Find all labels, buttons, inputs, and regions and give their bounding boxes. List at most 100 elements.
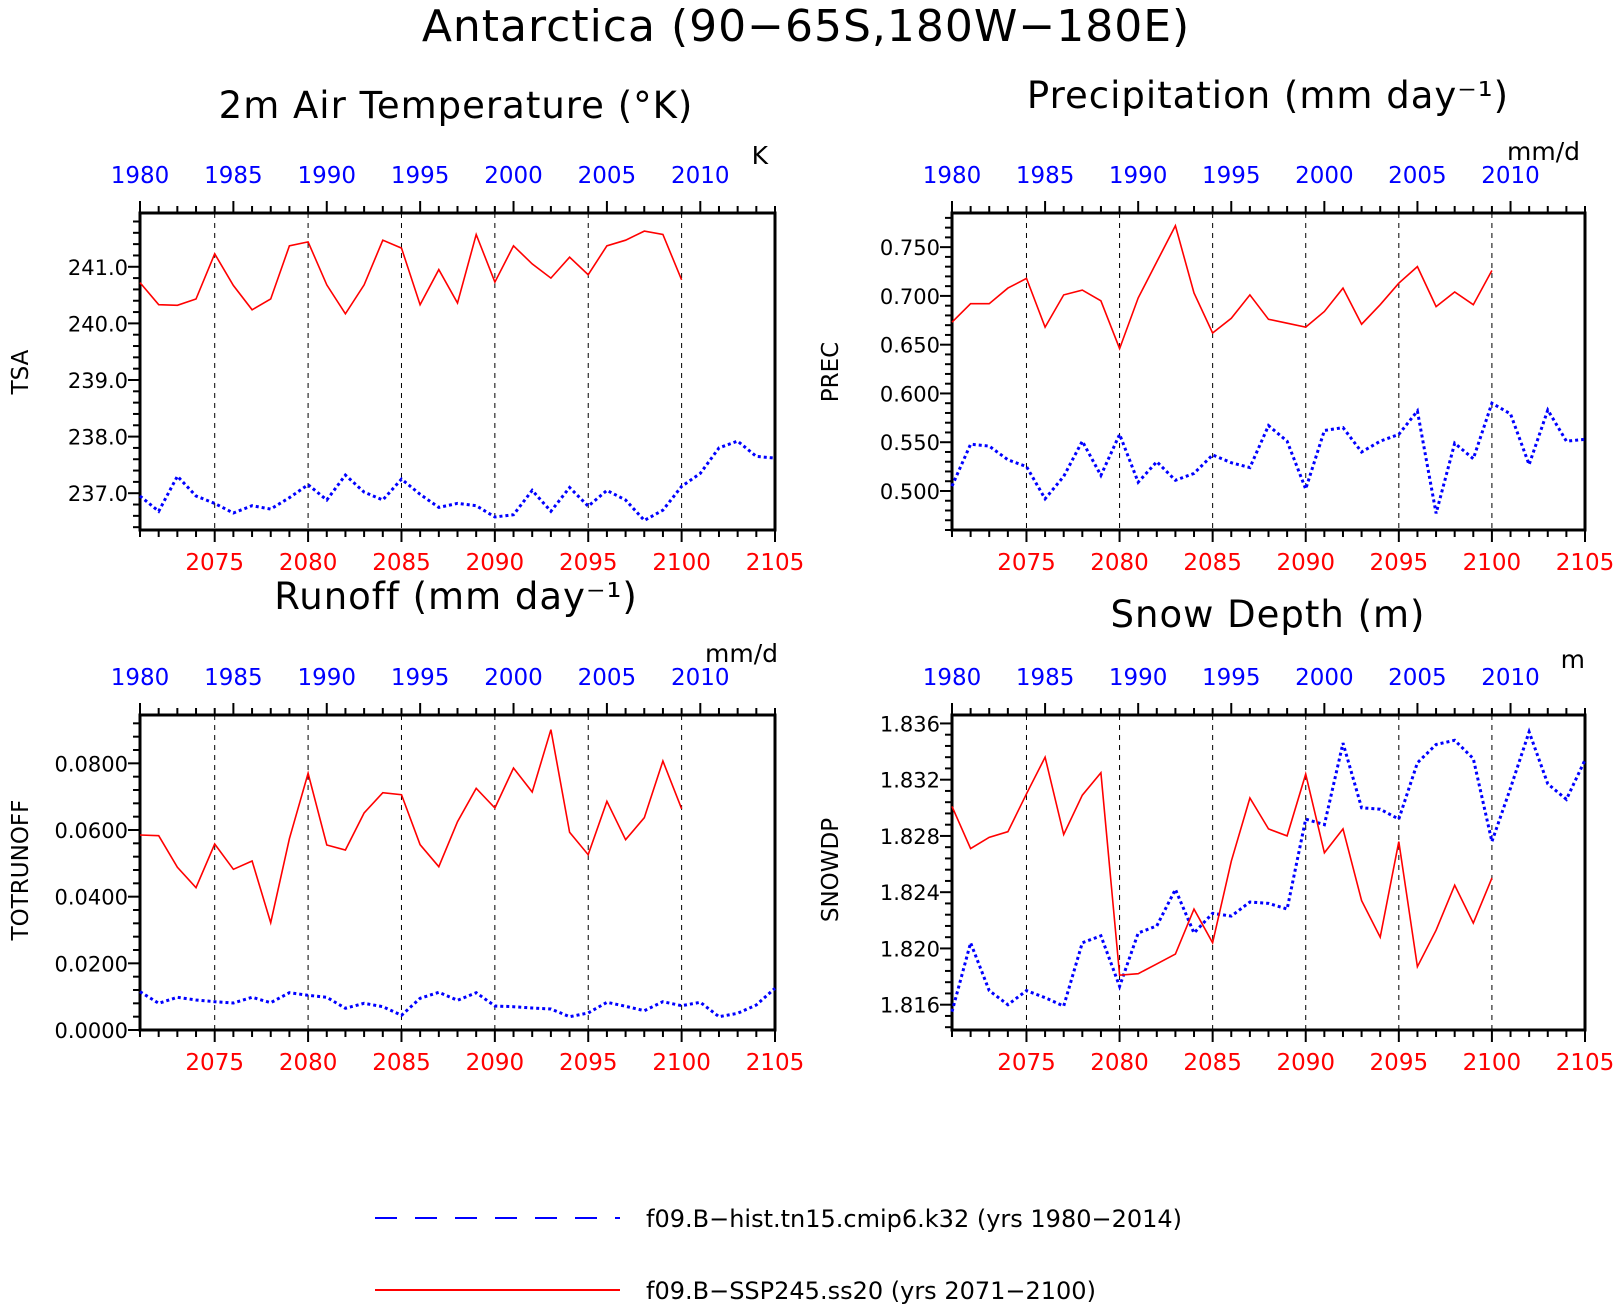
unit-label: mm/d (1507, 137, 1580, 166)
y-tick-label: 239.0 (68, 369, 128, 393)
y-tick-label: 237.0 (68, 482, 128, 506)
series-line-historical (139, 987, 776, 1019)
x-tick-label-top: 1985 (204, 163, 263, 189)
x-tick-label-bottom: 2105 (746, 1050, 805, 1076)
y-tick-label: 1.832 (880, 769, 940, 793)
plot-frame (138, 211, 777, 532)
x-tick-label-top: 2000 (1295, 665, 1354, 691)
x-tick-label-bottom: 2075 (997, 550, 1056, 576)
unit-label: mm/d (705, 639, 778, 668)
x-tick-label-top: 2010 (1481, 163, 1540, 189)
x-tick-label-bottom: 2095 (1370, 1050, 1429, 1076)
x-tick-label-bottom: 2075 (997, 1050, 1056, 1076)
x-tick-label-top: 2010 (1481, 665, 1540, 691)
y-tick-label: 0.550 (880, 431, 940, 455)
main-title: Antarctica (90−65S,180W−180E) (422, 1, 1190, 52)
x-tick-label-top: 1980 (111, 665, 170, 691)
x-tick-label-top: 2010 (671, 665, 730, 691)
y-tick-label: 0.500 (880, 480, 940, 504)
x-tick-label-bottom: 2085 (372, 1050, 431, 1076)
x-tick-label-top: 1990 (297, 665, 356, 691)
x-tick-label-top: 1995 (1202, 163, 1261, 189)
x-tick-label-top: 1980 (923, 665, 982, 691)
panel-4: Snow Depth (m) m SNOWDP 2075 2080 2085 2090 209… (818, 593, 1613, 1076)
panel-title: Runoff (mm day⁻¹) (274, 575, 638, 618)
x-tick-label-top: 1985 (1016, 665, 1075, 691)
x-tick-label-bottom: 2080 (279, 1050, 338, 1076)
x-tick-label-bottom: 2105 (1556, 1050, 1613, 1076)
x-tick-label-top: 2000 (484, 665, 543, 691)
x-tick-label-bottom: 2085 (372, 550, 431, 576)
x-tick-label-bottom: 2100 (1463, 1050, 1522, 1076)
series-line-historical (950, 727, 1587, 1013)
x-tick-label-bottom: 2100 (652, 1050, 711, 1076)
x-tick-label-top: 1995 (391, 665, 450, 691)
x-tick-label-top: 2000 (1295, 163, 1354, 189)
series-line-historical (139, 439, 776, 523)
x-tick-label-bottom: 2080 (1090, 550, 1149, 576)
y-tick-label: 0.700 (880, 285, 940, 309)
legend-label-historical: f09.B−hist.tn15.cmip6.k32 (yrs 1980−2014… (646, 1205, 1182, 1233)
series-line-future (951, 223, 1493, 351)
x-tick-label-bottom: 2105 (746, 550, 805, 576)
panel-title: Precipitation (mm day⁻¹) (1027, 74, 1509, 117)
y-tick-label: 0.0800 (55, 752, 128, 776)
x-tick-label-top: 2005 (1388, 665, 1447, 691)
legend: f09.B−hist.tn15.cmip6.k32 (yrs 1980−2014… (375, 1205, 1182, 1305)
x-tick-label-bottom: 2085 (1183, 550, 1242, 576)
series-line-future (951, 754, 1493, 977)
y-tick-label: 240.0 (68, 312, 128, 336)
x-tick-label-top: 2005 (578, 665, 637, 691)
x-tick-label-bottom: 2105 (1556, 550, 1613, 576)
x-tick-label-top: 1980 (923, 163, 982, 189)
x-tick-label-top: 2005 (578, 163, 637, 189)
x-tick-label-bottom: 2095 (1370, 550, 1429, 576)
y-tick-label: 0.600 (880, 382, 940, 406)
y-tick-label: 0.0000 (55, 1019, 128, 1043)
x-tick-label-bottom: 2085 (1183, 1050, 1242, 1076)
panel-1: 2m Air Temperature (°K) K TSA 2075 2080 2085 2… (8, 84, 804, 576)
x-tick-label-top: 2010 (671, 163, 730, 189)
x-tick-label-bottom: 2075 (185, 550, 244, 576)
unit-label: K (752, 141, 769, 170)
y-tick-label: 0.0400 (55, 886, 128, 910)
x-tick-label-bottom: 2075 (185, 1050, 244, 1076)
y-tick-label: 1.828 (880, 825, 940, 849)
x-tick-label-top: 1995 (391, 163, 450, 189)
y-tick-label: 1.816 (880, 994, 940, 1018)
y-axis-label: SNOWDP (818, 818, 844, 922)
y-axis-label: TSA (8, 349, 34, 395)
x-tick-label-top: 1980 (111, 163, 170, 189)
series-line-future (139, 729, 683, 926)
y-tick-label: 1.836 (880, 712, 940, 736)
x-tick-label-bottom: 2090 (1276, 550, 1335, 576)
plot-frame (138, 713, 777, 1032)
x-tick-label-bottom: 2090 (466, 1050, 525, 1076)
y-tick-label: 238.0 (68, 426, 128, 450)
y-axis-label: PREC (818, 342, 844, 402)
y-tick-label: 0.650 (880, 334, 940, 358)
y-axis-label: TOTRUNOFF (8, 800, 34, 942)
y-tick-label: 241.0 (68, 256, 128, 280)
y-tick-label: 1.820 (880, 937, 940, 961)
x-tick-label-top: 1990 (1109, 163, 1168, 189)
x-tick-label-bottom: 2090 (466, 550, 525, 576)
y-tick-label: 0.750 (880, 236, 940, 260)
x-tick-label-top: 1985 (204, 665, 263, 691)
legend-label-future: f09.B−SSP245.ss20 (yrs 2071−2100) (646, 1277, 1096, 1305)
x-tick-label-bottom: 2080 (1090, 1050, 1149, 1076)
unit-label: m (1561, 645, 1585, 674)
panel-title: Snow Depth (m) (1111, 593, 1426, 636)
panel-2: Precipitation (mm day⁻¹) mm/d PREC 2075 2080… (818, 74, 1613, 576)
x-tick-label-bottom: 2080 (279, 550, 338, 576)
x-tick-label-top: 2005 (1388, 163, 1447, 189)
x-tick-label-top: 1990 (1109, 665, 1168, 691)
y-tick-label: 1.824 (880, 881, 940, 905)
y-tick-label: 0.0200 (55, 952, 128, 976)
x-tick-label-bottom: 2095 (559, 550, 618, 576)
panels: 2m Air Temperature (°K) K TSA 2075 2080 2085 2… (8, 74, 1613, 1076)
series-line-future (139, 230, 683, 316)
x-tick-label-top: 1990 (297, 163, 356, 189)
x-tick-label-bottom: 2100 (1463, 550, 1522, 576)
